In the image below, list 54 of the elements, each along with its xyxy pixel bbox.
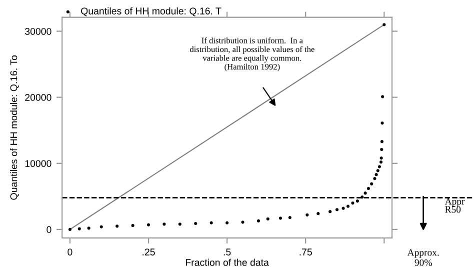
x-tick-label: 0: [68, 248, 72, 256]
point: [380, 140, 384, 144]
point: [210, 221, 213, 224]
point: [374, 173, 378, 176]
point: [360, 196, 364, 199]
y-tick-label: 0: [46, 226, 52, 234]
point: [356, 199, 359, 203]
point: [346, 204, 350, 208]
point: [380, 156, 383, 160]
point: [342, 206, 345, 210]
point: [335, 208, 339, 212]
x-tick-label: .25: [142, 248, 155, 256]
point: [316, 212, 320, 216]
point: [68, 228, 72, 231]
point: [78, 227, 81, 230]
point: [381, 95, 384, 98]
y-tick-label: 10000: [25, 160, 52, 167]
point: [306, 213, 309, 216]
point: [288, 216, 292, 220]
point: [162, 222, 166, 226]
point: [379, 160, 383, 164]
x-tick-label: .5: [224, 248, 231, 256]
point: [146, 223, 150, 226]
point: [382, 23, 386, 26]
y-tick-label: 30000: [25, 28, 52, 35]
point: [116, 224, 119, 228]
point: [131, 224, 134, 228]
point: [194, 222, 198, 226]
text: Approx. 90%: [407, 249, 439, 266]
point: [256, 219, 260, 222]
point: [380, 122, 384, 125]
point: [278, 216, 282, 220]
point: [373, 177, 376, 180]
point: [366, 186, 370, 190]
legend-label: Quantiles of HH module: Q.16. T: [81, 7, 222, 16]
point: [225, 221, 229, 224]
point: [380, 148, 384, 152]
point: [266, 217, 270, 220]
point: [376, 169, 380, 172]
ref-line-label: Appr R50: [444, 198, 465, 213]
point: [178, 222, 182, 226]
annotation: If distribution is uniform. In a distribution, all possible values of the variable are equally common. (Hamilton 1992): [190, 37, 314, 72]
point: [364, 192, 367, 195]
point: [378, 165, 381, 168]
point: [328, 210, 332, 214]
x-tick-label: .75: [300, 248, 312, 256]
point: [370, 182, 374, 186]
point: [241, 220, 244, 224]
point: [351, 201, 354, 205]
x-axis-title: Fraction of the data: [186, 258, 269, 266]
y-tick-label: 20000: [25, 94, 52, 101]
y-axis-title: Quantiles of HH module: Q.16. To: [10, 55, 19, 200]
point: [87, 226, 90, 230]
point: [100, 225, 103, 228]
